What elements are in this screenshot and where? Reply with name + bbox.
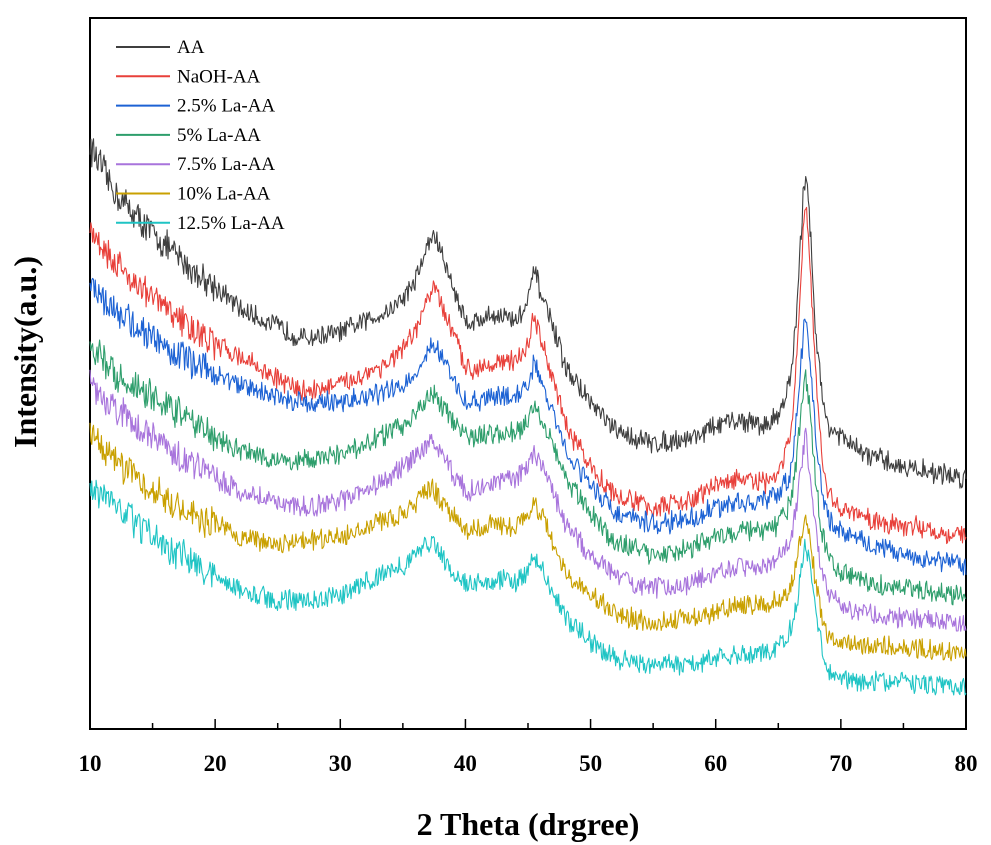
series-line-1 [89,206,967,545]
legend-label: 10% La-AA [177,184,271,205]
x-tick-label: 50 [579,751,602,776]
series-line-0 [89,138,967,489]
x-axis-title: 2 Theta (drgree) [417,806,640,842]
legend-label: 2.5% La-AA [177,96,275,117]
series-line-6 [89,479,967,696]
series-group [89,138,967,696]
x-tick-label: 70 [829,751,852,776]
legend-label: NaOH-AA [177,66,261,87]
legend-label: 5% La-AA [177,125,261,146]
series-line-4 [89,369,967,632]
x-tick-label: 10 [79,751,102,776]
x-axis-ticks: 10 20 30 40 50 60 70 80 [79,719,978,776]
legend: AA NaOH-AA 2.5% La-AA 5% La-AA 7.5% La-AA 10%… [116,37,285,234]
x-tick-label: 80 [955,751,978,776]
x-tick-label: 20 [204,751,227,776]
x-tick-label: 40 [454,751,477,776]
y-axis-title: Intensity(a.u.) [7,256,43,448]
x-tick-label: 60 [704,751,727,776]
series-line-5 [89,422,967,662]
legend-label: 7.5% La-AA [177,154,275,175]
series-line-2 [89,277,967,576]
legend-label: AA [177,37,205,58]
legend-label: 12.5% La-AA [177,213,285,234]
series-line-3 [89,339,967,606]
x-tick-label: 30 [329,751,352,776]
